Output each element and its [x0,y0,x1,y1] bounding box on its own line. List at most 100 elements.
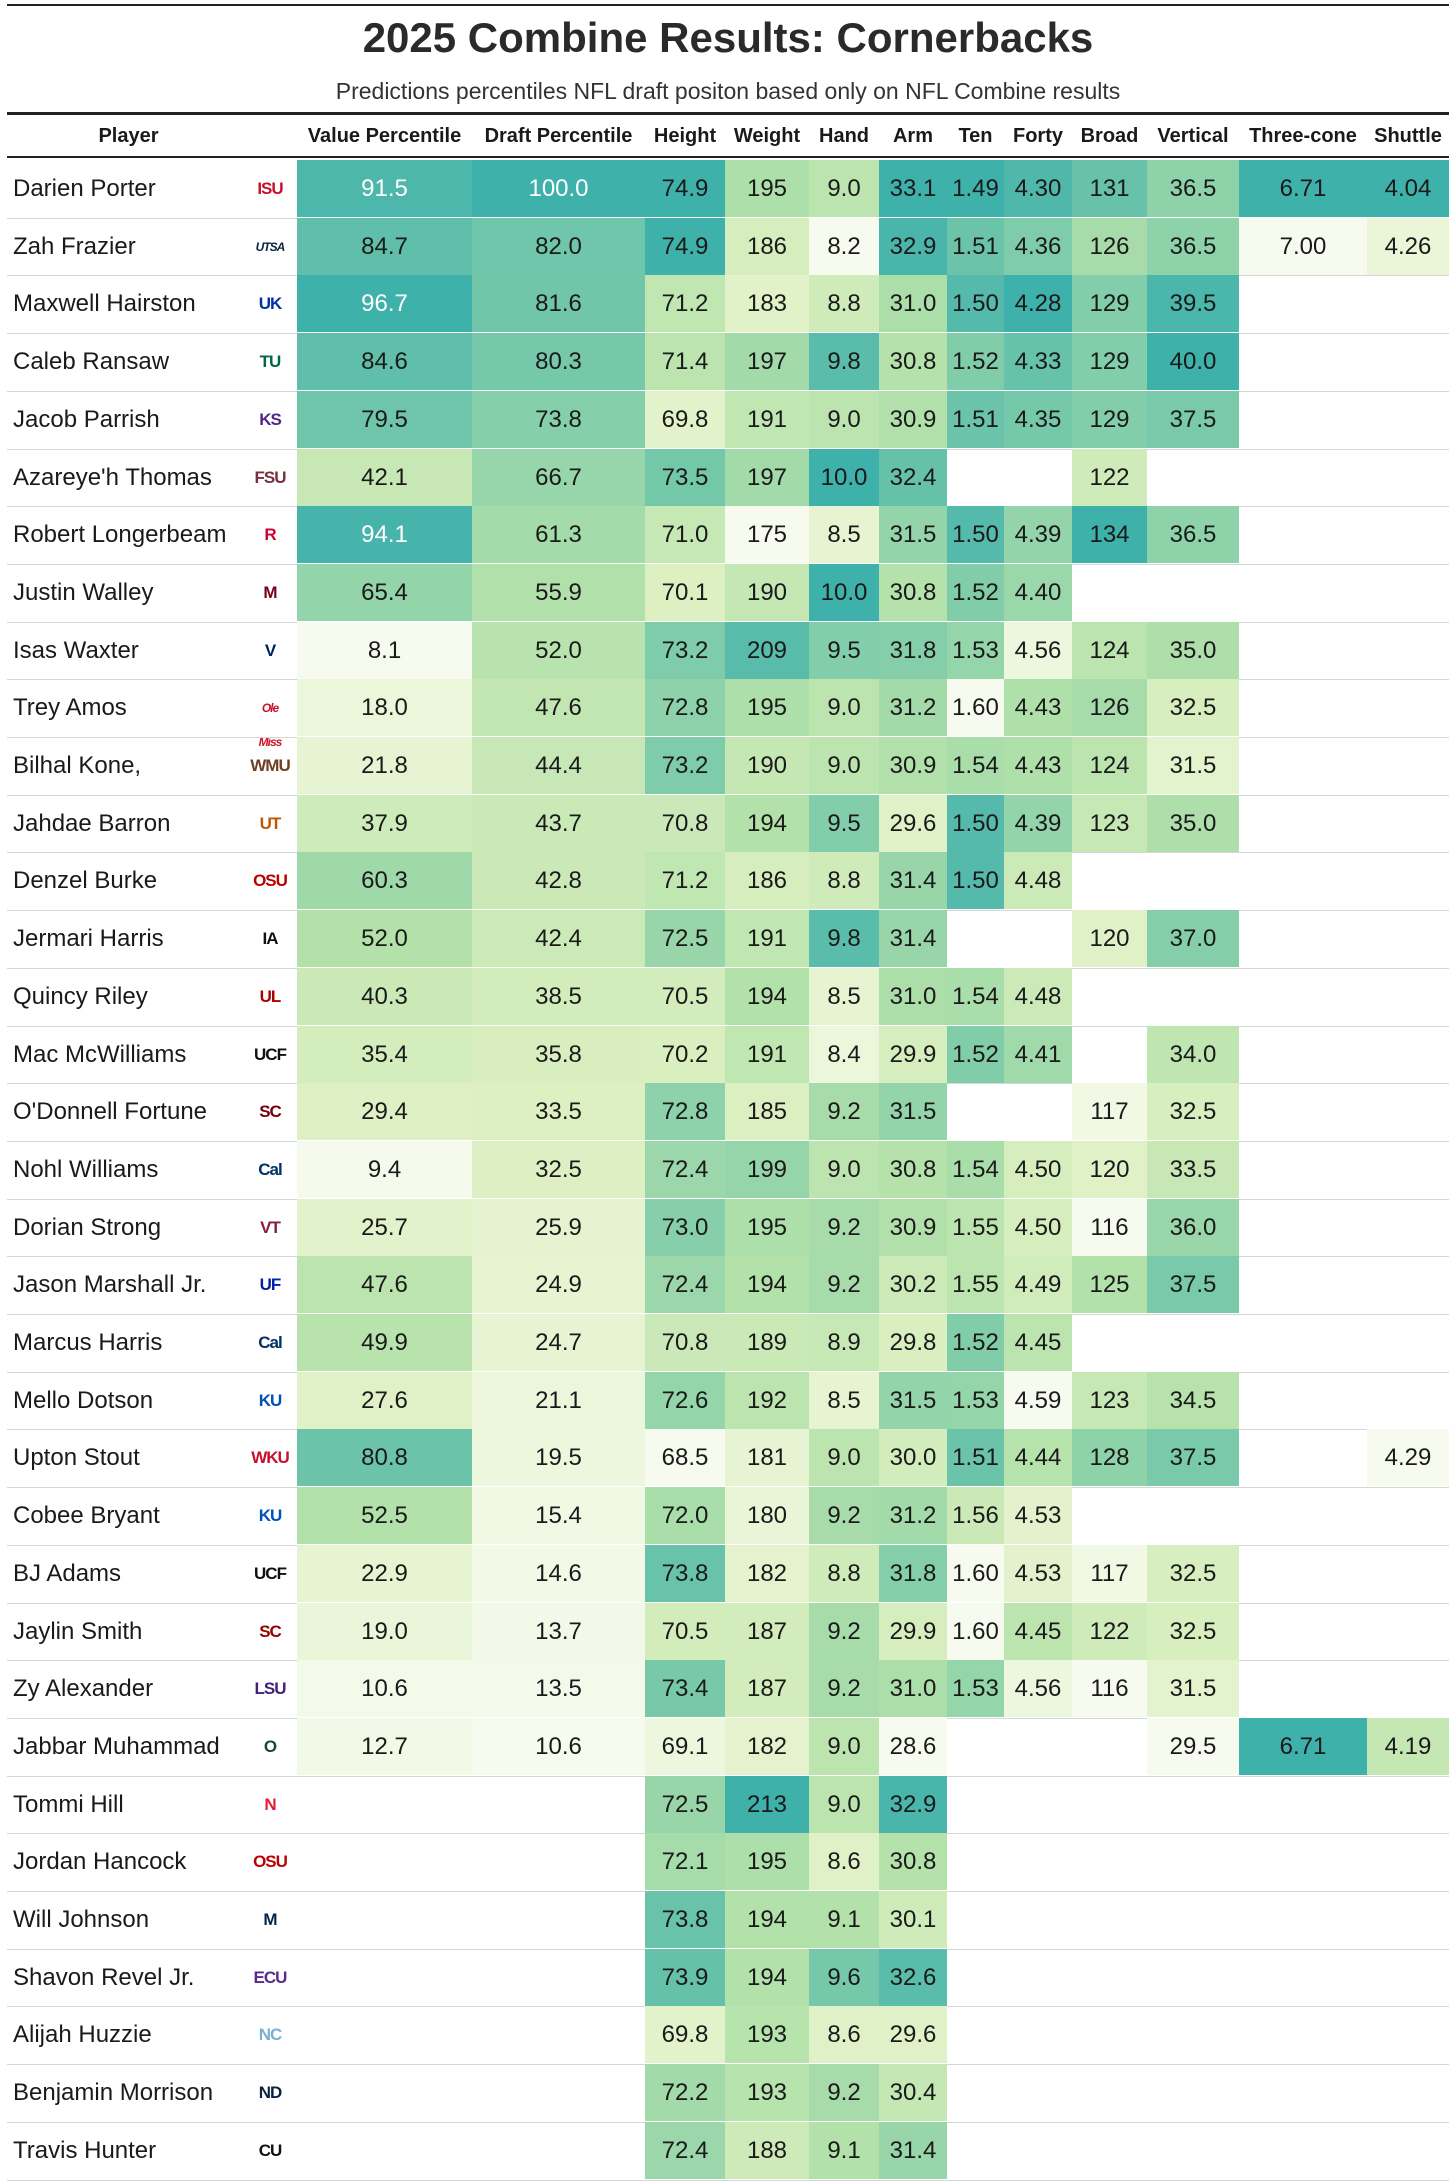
cell-broad [1072,2122,1147,2179]
cell-arm: 30.0 [879,1429,947,1486]
player-name: Bilhal Kone, [13,752,142,779]
player-name: Caleb Ransaw [13,348,170,375]
team-logo-icon: WMU [250,756,290,775]
team-logo-icon: FSU [254,468,287,487]
column-header-ten: Ten [958,125,993,147]
cell-arm: 31.4 [879,910,947,967]
player-name: Jacob Parrish [13,406,160,433]
cell-arm: 29.6 [879,2006,947,2063]
team-logo-icon: UT [259,814,282,833]
cell-hand: 9.0 [809,1776,879,1833]
cell-arm: 30.9 [879,391,947,448]
cell-shuttle [1367,1776,1449,1833]
column-header-shuttle: Shuttle [1374,125,1442,147]
cell-hand: 9.2 [809,1603,879,1660]
cell-draft-percentile: 13.5 [472,1660,645,1717]
cell-broad [1072,1026,1147,1083]
cell-forty [1004,1891,1072,1948]
cell-forty: 4.41 [1004,1026,1072,1083]
cell-ten: 1.50 [947,275,1004,332]
cell-ten: 1.60 [947,1545,1004,1602]
cell-forty: 4.56 [1004,1660,1072,1717]
cell-shuttle [1367,1256,1449,1313]
cell-value-percentile: 84.7 [297,218,472,275]
cell-weight: 195 [725,1199,809,1256]
cell-shuttle [1367,852,1449,909]
cell-height: 71.0 [645,506,725,563]
table-row: Travis Hunter CU 72.4 188 9.1 31.4 [7,2122,1449,2179]
cell-vertical: 35.0 [1147,622,1239,679]
cell-arm: 30.9 [879,737,947,794]
cell-arm: 29.9 [879,1026,947,1083]
cell-weight: 209 [725,622,809,679]
cell-shuttle [1367,1833,1449,1890]
table-row: Mac McWilliams UCF 35.4 35.8 70.2 191 8.4 29.9 1… [7,1026,1449,1083]
cell-forty [1004,2006,1072,2063]
column-header-arm: Arm [892,125,933,147]
table-row: Robert Longerbeam R 94.1 61.3 71.0 175 8.5 31.5… [7,506,1449,563]
cell-draft-percentile [472,1891,645,1948]
player-name: Maxwell Hairston [13,290,196,317]
cell-hand: 8.5 [809,968,879,1025]
cell-three-cone [1239,1026,1367,1083]
cell-broad: 124 [1072,737,1147,794]
cell-hand: 9.2 [809,1487,879,1544]
cell-arm: 30.9 [879,1199,947,1256]
team-logo-icon: M [263,1910,277,1929]
cell-shuttle [1367,1314,1449,1371]
cell-three-cone [1239,2122,1367,2179]
player-name: Robert Longerbeam [13,521,227,548]
cell-hand: 9.2 [809,1199,879,1256]
cell-ten [947,2064,1004,2121]
cell-three-cone [1239,679,1367,736]
table-row: Tommi Hill N 72.5 213 9.0 32.9 [7,1776,1449,1833]
cell-arm: 29.9 [879,1603,947,1660]
cell-draft-percentile [472,1776,645,1833]
cell-vertical: 36.5 [1147,160,1239,217]
cell-weight: 197 [725,333,809,390]
cell-three-cone: 6.71 [1239,1718,1367,1775]
player-name: Trey Amos [13,694,127,721]
cell-arm: 30.1 [879,1891,947,1948]
cell-broad [1072,1949,1147,2006]
cell-ten [947,1833,1004,1890]
cell-vertical: 35.0 [1147,795,1239,852]
table-row: Trey Amos Ole Miss 18.0 47.6 72.8 195 9.0 31.2 1… [7,679,1449,749]
cell-ten [947,2006,1004,2063]
cell-hand: 9.8 [809,910,879,967]
cell-arm: 31.8 [879,622,947,679]
cell-broad [1072,968,1147,1025]
cell-three-cone [1239,1891,1367,1948]
cell-vertical: 36.0 [1147,1199,1239,1256]
cell-arm: 30.8 [879,333,947,390]
cell-three-cone [1239,333,1367,390]
cell-forty: 4.44 [1004,1429,1072,1486]
player-name: Jahdae Barron [13,810,171,837]
cell-hand: 9.0 [809,1141,879,1198]
cell-forty [1004,1718,1072,1775]
cell-shuttle [1367,737,1449,794]
cell-shuttle [1367,2064,1449,2121]
player-name: Jabbar Muhammad [13,1733,220,1760]
table-row: Azareye'h Thomas FSU 42.1 66.7 73.5 197 10.0 32… [7,449,1449,506]
cell-ten: 1.52 [947,564,1004,621]
cell-ten: 1.49 [947,160,1004,217]
table-row: Shavon Revel Jr. ECU 73.9 194 9.6 32.6 [7,1949,1449,2006]
team-logo-icon: KU [258,1506,283,1525]
cell-ten [947,2122,1004,2179]
cell-weight: 194 [725,1949,809,2006]
cell-three-cone [1239,2006,1367,2063]
cell-weight: 197 [725,449,809,506]
cell-draft-percentile [472,2064,645,2121]
cell-ten: 1.52 [947,1026,1004,1083]
cell-forty: 4.35 [1004,391,1072,448]
cell-broad: 116 [1072,1660,1147,1717]
player-name: Dorian Strong [13,1214,162,1241]
cell-arm: 30.8 [879,1141,947,1198]
column-header-broad: Broad [1080,125,1139,147]
cell-weight: 195 [725,679,809,736]
cell-forty: 4.28 [1004,275,1072,332]
cell-value-percentile: 35.4 [297,1026,472,1083]
cell-value-percentile: 96.7 [297,275,472,332]
team-logo-icon: N [264,1795,276,1814]
